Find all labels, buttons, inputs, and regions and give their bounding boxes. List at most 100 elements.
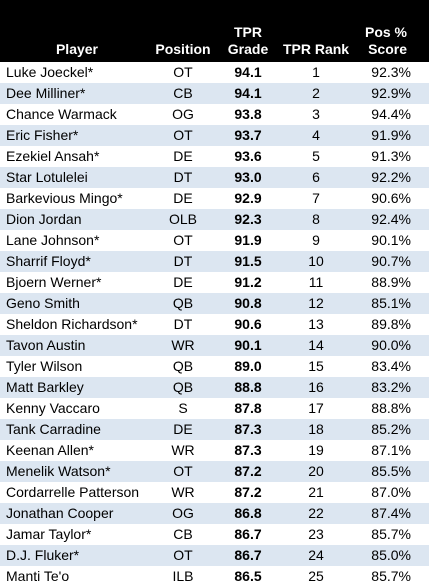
cell-tpr-grade: 88.8 bbox=[234, 379, 262, 395]
cell-tpr-rank: 13 bbox=[308, 316, 324, 332]
cell-player: Sharrif Floyd* bbox=[6, 253, 91, 269]
cell-pos-pct-score: 94.4% bbox=[371, 106, 411, 122]
cell-position: OT bbox=[173, 547, 193, 563]
cell-tpr-rank: 9 bbox=[312, 232, 320, 248]
cell-tpr-grade: 87.3 bbox=[234, 421, 262, 437]
cell-player: Chance Warmack bbox=[6, 106, 117, 122]
cell-tpr-rank: 24 bbox=[308, 547, 324, 563]
table-row: Matt Barkley QB 88.8 16 83.2% bbox=[0, 377, 429, 398]
cell-tpr-rank: 5 bbox=[312, 148, 320, 164]
cell-position: DT bbox=[173, 253, 193, 269]
table-row: Luke Joeckel* OT 94.1 1 92.3% bbox=[0, 62, 429, 83]
cell-pos-pct-score: 83.4% bbox=[371, 358, 411, 374]
cell-position: CB bbox=[173, 85, 193, 101]
cell-player: Ezekiel Ansah* bbox=[6, 148, 100, 164]
cell-tpr-rank: 4 bbox=[312, 127, 320, 143]
cell-pos-pct-score: 85.7% bbox=[371, 526, 411, 542]
cell-pos-pct-score: 85.2% bbox=[371, 421, 411, 437]
cell-position: OT bbox=[173, 127, 193, 143]
cell-tpr-grade: 92.9 bbox=[234, 190, 262, 206]
cell-tpr-grade: 90.8 bbox=[234, 295, 262, 311]
table-row: Eric Fisher* OT 93.7 4 91.9% bbox=[0, 125, 429, 146]
cell-pos-pct-score: 83.2% bbox=[371, 379, 411, 395]
cell-pos-pct-score: 88.8% bbox=[371, 400, 411, 416]
cell-player: Tyler Wilson bbox=[6, 358, 83, 374]
cell-player: Luke Joeckel* bbox=[6, 64, 94, 80]
cell-player: Tank Carradine bbox=[6, 421, 101, 437]
cell-tpr-rank: 14 bbox=[308, 337, 324, 353]
cell-tpr-grade: 91.5 bbox=[234, 253, 262, 269]
cell-player: Jamar Taylor* bbox=[6, 526, 92, 542]
cell-tpr-grade: 91.2 bbox=[234, 274, 262, 290]
cell-tpr-grade: 86.7 bbox=[234, 526, 262, 542]
cell-tpr-grade: 92.3 bbox=[234, 211, 262, 227]
cell-position: WR bbox=[171, 484, 195, 500]
cell-tpr-grade: 90.6 bbox=[234, 316, 262, 332]
cell-pos-pct-score: 92.2% bbox=[371, 169, 411, 185]
cell-pos-pct-score: 92.3% bbox=[371, 64, 411, 80]
header-pos-pct-line2: Score bbox=[368, 41, 407, 57]
cell-tpr-rank: 3 bbox=[312, 106, 320, 122]
cell-position: DE bbox=[173, 274, 193, 290]
cell-tpr-rank: 20 bbox=[308, 463, 324, 479]
table-row: Tavon Austin WR 90.1 14 90.0% bbox=[0, 335, 429, 356]
cell-tpr-grade: 90.1 bbox=[234, 337, 262, 353]
table-header: Player Position TPR Grade TPR Rank Pos %… bbox=[0, 0, 429, 62]
table-row: Tyler Wilson QB 89.0 15 83.4% bbox=[0, 356, 429, 377]
table-row: Barkevious Mingo* DE 92.9 7 90.6% bbox=[0, 188, 429, 209]
cell-pos-pct-score: 85.1% bbox=[371, 295, 411, 311]
table-row: Tank Carradine DE 87.3 18 85.2% bbox=[0, 419, 429, 440]
table-row: Keenan Allen* WR 87.3 19 87.1% bbox=[0, 440, 429, 461]
cell-player: Dee Milliner* bbox=[6, 85, 86, 101]
cell-tpr-rank: 25 bbox=[308, 568, 324, 584]
table-row: Lane Johnson* OT 91.9 9 90.1% bbox=[0, 230, 429, 251]
table-row: Kenny Vaccaro S 87.8 17 88.8% bbox=[0, 398, 429, 419]
cell-tpr-grade: 93.6 bbox=[234, 148, 262, 164]
cell-pos-pct-score: 90.7% bbox=[371, 253, 411, 269]
cell-tpr-grade: 94.1 bbox=[234, 85, 262, 101]
cell-position: DE bbox=[173, 190, 193, 206]
cell-player: Manti Te'o bbox=[6, 568, 70, 584]
table-row: D.J. Fluker* OT 86.7 24 85.0% bbox=[0, 545, 429, 566]
cell-tpr-rank: 15 bbox=[308, 358, 324, 374]
table-row: Jonathan Cooper OG 86.8 22 87.4% bbox=[0, 503, 429, 524]
cell-tpr-grade: 93.8 bbox=[234, 106, 262, 122]
table-row: Ezekiel Ansah* DE 93.6 5 91.3% bbox=[0, 146, 429, 167]
cell-player: Sheldon Richardson* bbox=[6, 316, 138, 332]
cell-position: OLB bbox=[168, 211, 197, 227]
cell-player: Matt Barkley bbox=[6, 379, 84, 395]
cell-tpr-grade: 93.7 bbox=[234, 127, 262, 143]
cell-player: D.J. Fluker* bbox=[6, 547, 80, 563]
cell-tpr-rank: 19 bbox=[308, 442, 324, 458]
cell-pos-pct-score: 87.0% bbox=[371, 484, 411, 500]
cell-pos-pct-score: 87.4% bbox=[371, 505, 411, 521]
table-row: Geno Smith QB 90.8 12 85.1% bbox=[0, 293, 429, 314]
cell-position: OT bbox=[173, 463, 193, 479]
table-row: Chance Warmack OG 93.8 3 94.4% bbox=[0, 104, 429, 125]
cell-tpr-grade: 87.2 bbox=[234, 463, 262, 479]
table-row: Menelik Watson* OT 87.2 20 85.5% bbox=[0, 461, 429, 482]
cell-tpr-rank: 11 bbox=[308, 274, 324, 290]
cell-player: Barkevious Mingo* bbox=[6, 190, 123, 206]
header-pos-pct-line1: Pos % bbox=[364, 24, 407, 40]
cell-player: Star Lotulelei bbox=[6, 169, 88, 185]
cell-player: Bjoern Werner* bbox=[6, 274, 102, 290]
cell-tpr-grade: 89.0 bbox=[234, 358, 262, 374]
cell-position: S bbox=[178, 400, 188, 416]
cell-tpr-grade: 91.9 bbox=[234, 232, 262, 248]
cell-tpr-grade: 86.5 bbox=[234, 568, 262, 584]
cell-tpr-grade: 94.1 bbox=[234, 64, 262, 80]
table-row: Star Lotulelei DT 93.0 6 92.2% bbox=[0, 167, 429, 188]
cell-position: QB bbox=[172, 379, 194, 395]
cell-position: OT bbox=[173, 64, 193, 80]
cell-tpr-rank: 22 bbox=[308, 505, 324, 521]
cell-pos-pct-score: 90.0% bbox=[371, 337, 411, 353]
cell-tpr-grade: 87.3 bbox=[234, 442, 262, 458]
cell-player: Menelik Watson* bbox=[6, 463, 111, 479]
cell-tpr-rank: 8 bbox=[312, 211, 320, 227]
cell-player: Keenan Allen* bbox=[6, 442, 94, 458]
cell-position: OG bbox=[172, 505, 194, 521]
cell-tpr-rank: 16 bbox=[308, 379, 324, 395]
header-position: Position bbox=[155, 41, 211, 57]
